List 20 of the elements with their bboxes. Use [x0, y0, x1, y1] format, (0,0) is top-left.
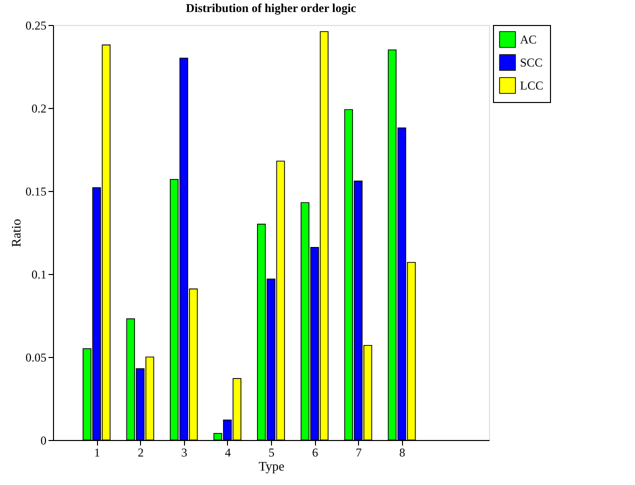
x-tick-label: 2 — [138, 446, 144, 460]
y-tick-label: 0 — [40, 434, 46, 448]
x-tick-label: 4 — [224, 446, 231, 460]
x-tick-label: 7 — [356, 446, 362, 460]
y-tick-label: 0.2 — [32, 102, 46, 116]
x-tick-label: 6 — [312, 446, 318, 460]
x-tick-label: 1 — [94, 446, 100, 460]
x-tick-label: 5 — [268, 446, 274, 460]
y-tick-label: 0.15 — [26, 184, 46, 198]
x-tick-label: 8 — [399, 446, 406, 460]
chart-title: Distribution of higher order logic — [186, 1, 357, 15]
y-tick-label: 0.25 — [26, 18, 46, 32]
legend-label: LCC — [520, 78, 544, 92]
y-tick-label: 0.1 — [32, 268, 46, 282]
legend-label: SCC — [520, 56, 543, 70]
x-axis-title: Type — [258, 458, 285, 474]
y-tick-label: 0.05 — [26, 350, 46, 364]
legend-label: AC — [520, 32, 537, 46]
x-tick-label: 3 — [181, 446, 188, 460]
y-axis-title: Ratio — [8, 218, 24, 248]
